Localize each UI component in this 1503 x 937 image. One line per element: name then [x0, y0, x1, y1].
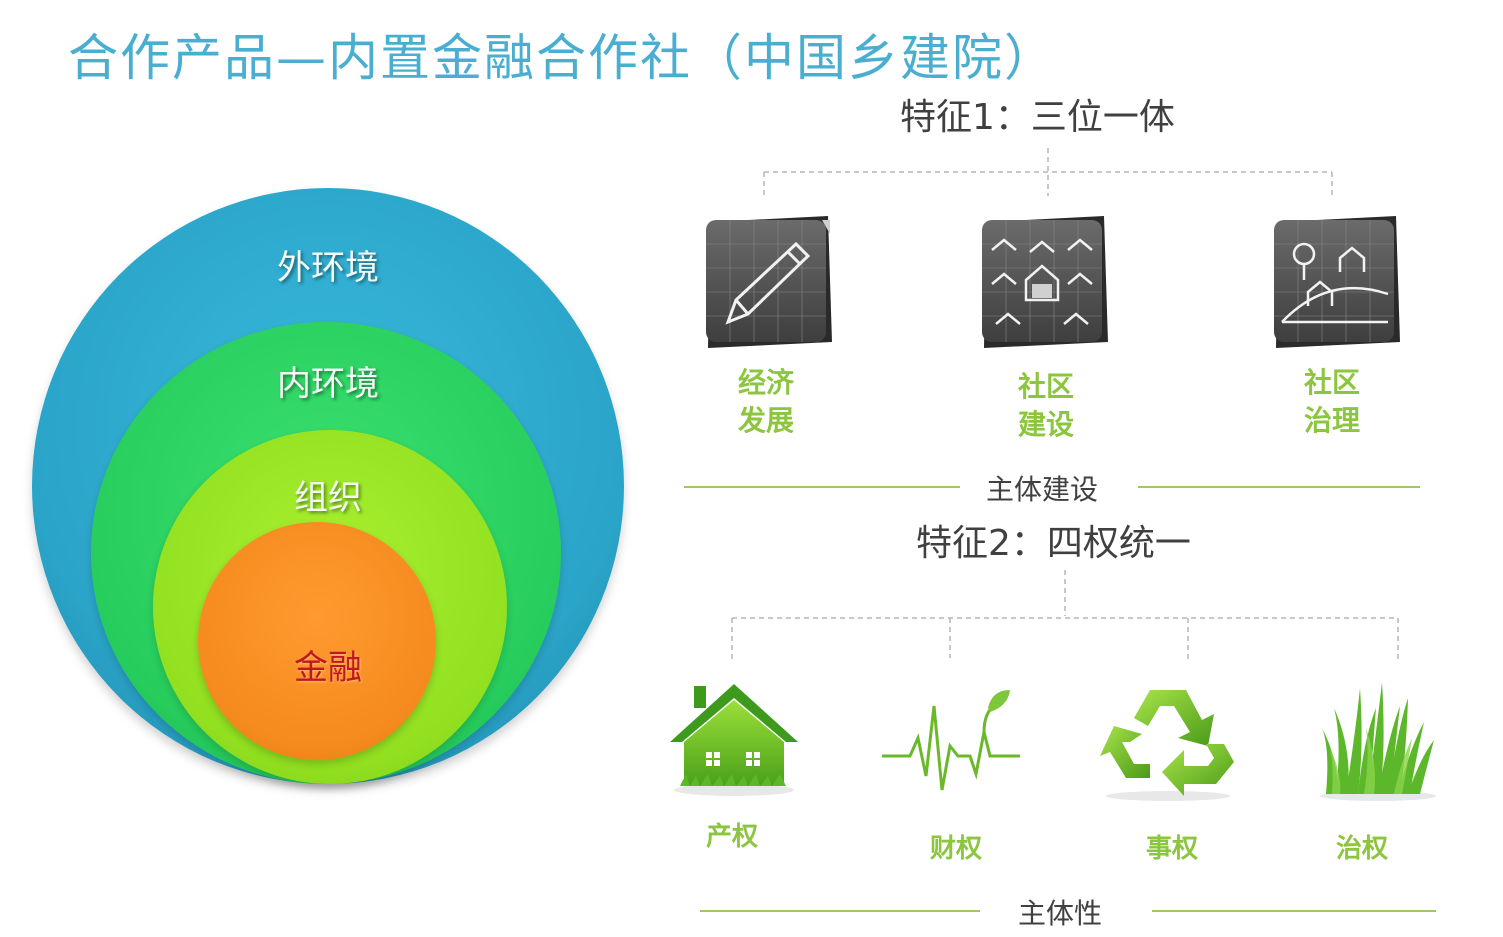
- feature1-item-1-label: 经济 发展: [716, 364, 816, 440]
- heartbeat-sprout-icon: [882, 690, 1020, 791]
- finance-circle: [198, 522, 436, 760]
- hill-houses-icon: [1274, 216, 1400, 348]
- feature1-item-1-line1: 经济: [737, 366, 794, 399]
- houses-network-icon: [982, 216, 1108, 348]
- pencil-icon: [706, 216, 832, 348]
- feature2-footer-line-right: [1152, 910, 1436, 912]
- feature1-footer-line-left: [684, 486, 960, 488]
- feature1-item-1-line2: 发展: [737, 404, 794, 437]
- finance-label: 金融: [294, 648, 362, 688]
- recycle-icon: [1100, 690, 1234, 801]
- feature1-item-2-label: 社区 建设: [996, 368, 1096, 444]
- organization-label: 组织: [294, 478, 362, 518]
- feature1-item-3-label: 社区 治理: [1282, 364, 1382, 440]
- feature2-footer: 主体性: [1018, 897, 1103, 930]
- feature2-footer-line-left: [700, 910, 980, 912]
- page-title: 合作产品—内置金融合作社（中国乡建院）: [68, 29, 1056, 87]
- feature1-footer: 主体建设: [986, 473, 1099, 506]
- inner-environment-label: 内环境: [277, 364, 379, 404]
- feature2-item-2-label: 财权: [929, 834, 982, 864]
- feature1-item-3-line1: 社区: [1303, 366, 1360, 399]
- feature1-heading: 特征1：三位一体: [900, 97, 1175, 138]
- green-house-icon: [670, 684, 798, 796]
- feature2-item-4-label: 治权: [1335, 834, 1388, 864]
- feature1-item-2-line1: 社区: [1017, 370, 1074, 403]
- feature1-item-2-line2: 建设: [1017, 408, 1074, 441]
- feature2-item-1-label: 产权: [705, 822, 758, 852]
- outer-environment-label: 外环境: [277, 248, 379, 288]
- grass-icon: [1320, 682, 1436, 801]
- feature2-item-3-label: 事权: [1145, 834, 1198, 864]
- feature2-heading: 特征2：四权统一: [916, 523, 1191, 564]
- feature1-item-3-line2: 治理: [1303, 404, 1360, 437]
- feature1-footer-line-right: [1138, 486, 1420, 488]
